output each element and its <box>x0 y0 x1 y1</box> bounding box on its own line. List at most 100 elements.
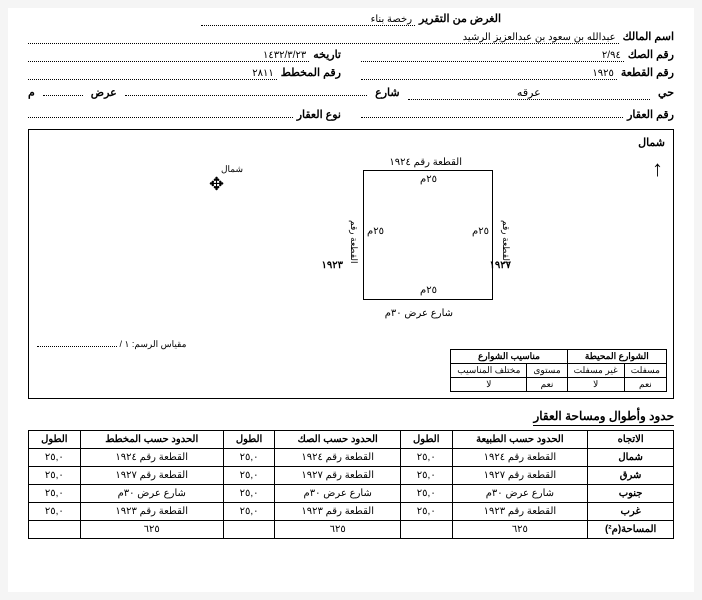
scale-line <box>37 346 117 347</box>
purpose-label: الغرض من التقرير <box>419 12 501 25</box>
table-cell: القطعة رقم ١٩٢٧ <box>80 467 223 485</box>
table-cell: القطعة رقم ١٩٢٧ <box>452 467 588 485</box>
table-cell: جنوب <box>588 485 674 503</box>
left-plot-label: القطعة رقم <box>349 220 359 263</box>
parcel-row: رقم القطعة ١٩٢٥ رقم المخطط ٢٨١١ <box>28 66 674 80</box>
deed-label: رقم الصك <box>628 48 674 61</box>
left-plot-no: ١٩٢٣ <box>322 260 343 271</box>
table-cell: ٢٥,٠ <box>400 485 452 503</box>
table-header: الطول <box>29 431 81 449</box>
table-cell: القطعة رقم ١٩٢٣ <box>80 503 223 521</box>
bounds-title: حدود وأطوال ومساحة العقار <box>533 409 674 426</box>
bottom-street: شارع عرض ٣٠م <box>385 308 453 319</box>
streets-table: الشوارع المحيطة مناسيب الشوارع مسفلت غير… <box>450 349 667 392</box>
table-cell: شرق <box>588 467 674 485</box>
st-h2: مناسيب الشوارع <box>451 350 567 364</box>
st-h1: الشوارع المحيطة <box>567 350 666 364</box>
prop-no-value <box>361 106 623 118</box>
table-cell: شارع عرض ٣٠م <box>275 485 401 503</box>
table-header: الطول <box>400 431 452 449</box>
table-cell: ٢٥,٠ <box>223 503 275 521</box>
table-row: جنوبشارع عرض ٣٠م٢٥,٠شارع عرض ٣٠م٢٥,٠شارع… <box>29 485 674 503</box>
st-sub-1: غير مسفلت <box>567 364 624 378</box>
prop-no-label: رقم العقار <box>627 108 674 121</box>
table-header: الاتجاه <box>588 431 674 449</box>
prop-type-label: نوع العقار <box>297 108 341 121</box>
plan-label: رقم المخطط <box>281 66 341 79</box>
table-cell: القطعة رقم ١٩٢٣ <box>275 503 401 521</box>
table-cell: القطعة رقم ١٩٢٤ <box>275 449 401 467</box>
table-cell: ٢٥,٠ <box>400 449 452 467</box>
compass-label: شمال <box>221 164 243 175</box>
table-row: غربالقطعة رقم ١٩٢٣٢٥,٠القطعة رقم ١٩٢٣٢٥,… <box>29 503 674 521</box>
street-value <box>125 95 367 96</box>
deed-value: ٢/٩٤ <box>361 50 624 62</box>
district-value: عرقه <box>408 86 650 100</box>
st-r-1: لا <box>567 378 624 392</box>
site-diagram: شمال ↑ شمال ✥ القطعة رقم ١٩٢٤ ٢٥م ٢٥م ٢٥… <box>28 129 674 399</box>
parcel-label: رقم القطعة <box>621 66 674 79</box>
deed-date-value: ١٤٣٢/٣/٢٣ <box>28 50 309 62</box>
table-cell: ٦٢٥ <box>275 521 401 539</box>
table-cell: القطعة رقم ١٩٢٤ <box>80 449 223 467</box>
north-label: شمال <box>638 136 665 149</box>
st-sub-3: مختلف المناسيب <box>451 364 527 378</box>
width-label: عرض <box>91 86 117 99</box>
dim-bottom: ٢٥م <box>420 285 437 296</box>
table-header: الحدود حسب الصك <box>275 431 401 449</box>
deed-date-label: تاريخه <box>313 48 341 61</box>
st-r-2: نعم <box>527 378 567 392</box>
purpose-value: رخصة بناء <box>201 14 415 26</box>
table-cell: ٢٥,٠ <box>223 485 275 503</box>
dim-top: ٢٥م <box>420 174 437 185</box>
table-row: شرقالقطعة رقم ١٩٢٧٢٥,٠القطعة رقم ١٩٢٧٢٥,… <box>29 467 674 485</box>
owner-value: عبدالله بن سعود بن عبدالعزيز الرشيد <box>28 32 619 44</box>
table-cell: ٦٢٥ <box>80 521 223 539</box>
table-cell: ٦٢٥ <box>452 521 588 539</box>
table-cell: شارع عرض ٣٠م <box>452 485 588 503</box>
width-value <box>43 95 83 96</box>
street-row: حي عرقه شارع عرض م <box>28 86 674 100</box>
table-head-row: الاتجاهالحدود حسب الطبيعةالطولالحدود حسب… <box>29 431 674 449</box>
right-plot-label: القطعة رقم <box>501 220 511 263</box>
compass-icon: ✥ <box>209 174 224 195</box>
table-cell: شمال <box>588 449 674 467</box>
bounds-table: الاتجاهالحدود حسب الطبيعةالطولالحدود حسب… <box>28 430 674 539</box>
table-cell: ٢٥,٠ <box>400 503 452 521</box>
table-cell: ٢٥,٠ <box>29 467 81 485</box>
table-cell: القطعة رقم ١٩٢٤ <box>452 449 588 467</box>
document-page: الغرض من التقرير رخصة بناء اسم المالك عب… <box>8 8 694 592</box>
scale-label: مقياس الرسم: ١ / <box>37 339 186 350</box>
table-cell: ٢٥,٠ <box>223 467 275 485</box>
table-cell: غرب <box>588 503 674 521</box>
table-cell: ٢٥,٠ <box>29 485 81 503</box>
deed-row: رقم الصك ٢/٩٤ تاريخه ١٤٣٢/٣/٢٣ <box>28 48 674 62</box>
property-row: رقم العقار نوع العقار <box>28 106 674 121</box>
dim-left: ٢٥م <box>367 226 384 237</box>
street-label: شارع <box>375 86 399 99</box>
table-row: شمالالقطعة رقم ١٩٢٤٢٥,٠القطعة رقم ١٩٢٤٢٥… <box>29 449 674 467</box>
right-plot-no: ١٩٢٧ <box>490 260 511 271</box>
table-cell: المساحة(م²) <box>588 521 674 539</box>
dim-right: ٢٥م <box>472 226 489 237</box>
table-cell <box>400 521 452 539</box>
plot-square: القطعة رقم ١٩٢٤ ٢٥م ٢٥م ٢٥م ٢٥م <box>363 170 493 300</box>
table-cell: ٢٥,٠ <box>400 467 452 485</box>
north-arrow-icon: ↑ <box>652 156 663 182</box>
m-label: م <box>28 86 35 99</box>
table-cell: ٢٥,٠ <box>223 449 275 467</box>
prop-type-value <box>28 106 293 118</box>
table-cell: القطعة رقم ١٩٢٧ <box>275 467 401 485</box>
st-r-3: لا <box>451 378 527 392</box>
st-sub-0: مسفلت <box>624 364 666 378</box>
plan-value: ٢٨١١ <box>28 68 277 80</box>
table-row: المساحة(م²)٦٢٥٦٢٥٦٢٥ <box>29 521 674 539</box>
st-r-0: نعم <box>624 378 666 392</box>
table-cell <box>223 521 275 539</box>
table-cell: ٢٥,٠ <box>29 503 81 521</box>
st-sub-2: مستوى <box>527 364 567 378</box>
owner-row: اسم المالك عبدالله بن سعود بن عبدالعزيز … <box>28 30 674 44</box>
top-plot-label: القطعة رقم ١٩٢٤ <box>389 157 462 168</box>
scale-text: مقياس الرسم: ١ / <box>120 339 187 349</box>
district-label: حي <box>658 86 674 99</box>
